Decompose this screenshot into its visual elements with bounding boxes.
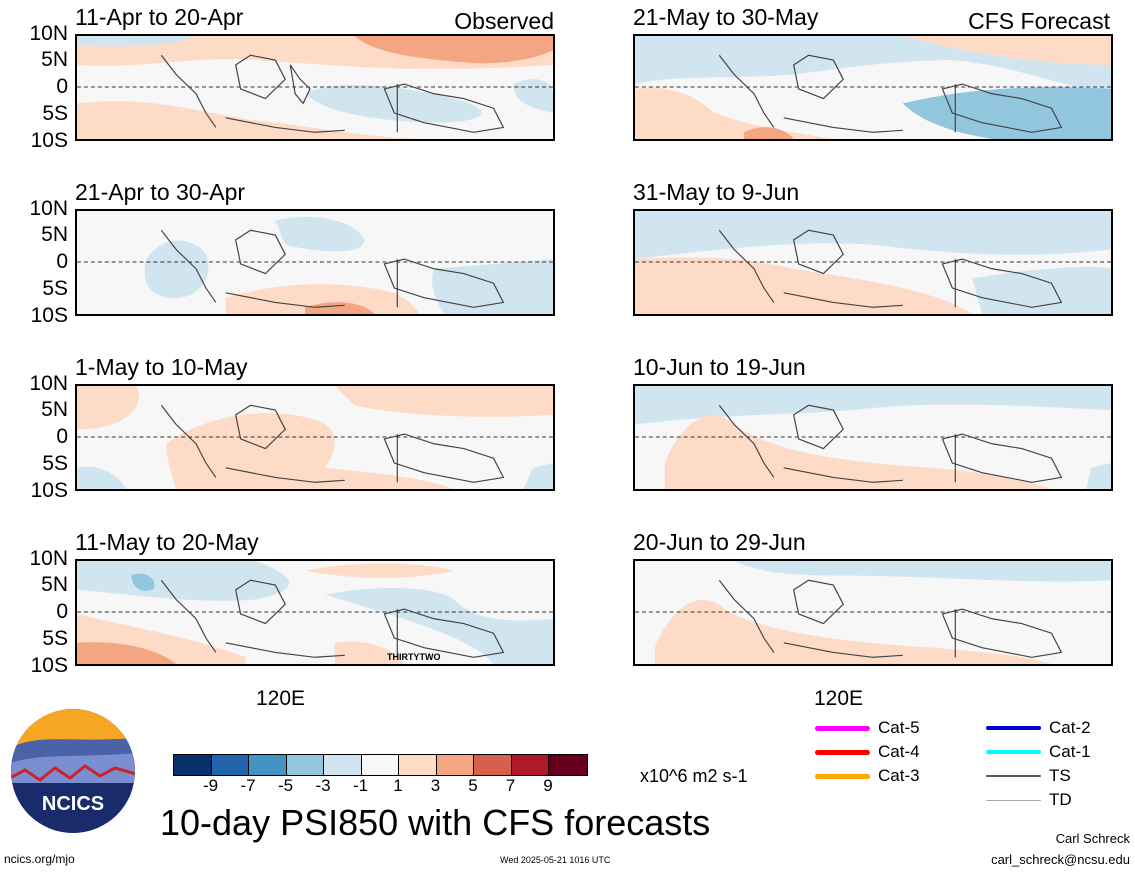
y-axis-label: 10S bbox=[30, 304, 68, 327]
map-panel-fcst-4 bbox=[633, 559, 1113, 666]
colorbar-tick-label: -9 bbox=[202, 776, 219, 795]
y-axis-label: 5S bbox=[42, 627, 68, 650]
map-panel-obs-3 bbox=[75, 384, 555, 491]
y-axis-label: 10S bbox=[30, 129, 68, 152]
map-panel-fcst-1 bbox=[633, 34, 1113, 141]
storm-legend-item: TS bbox=[986, 766, 1071, 786]
colorbar-swatch bbox=[474, 755, 512, 775]
colorbar-swatch bbox=[324, 755, 362, 775]
map-panel-obs-4: THIRTYTWO bbox=[75, 559, 555, 666]
map-panel-obs-2 bbox=[75, 209, 555, 316]
storm-legend-label: Cat-2 bbox=[1049, 718, 1091, 737]
colorbar-tick-label: -3 bbox=[315, 776, 331, 795]
y-axis-label: 10S bbox=[30, 654, 68, 677]
colorbar bbox=[173, 754, 588, 776]
y-axis-label: 0 bbox=[56, 75, 68, 98]
cfs-forecast-label: CFS Forecast bbox=[968, 8, 1110, 34]
storm-legend-label: Cat-3 bbox=[878, 766, 920, 785]
storm-legend-label: TD bbox=[1049, 790, 1072, 809]
colorbar-swatch bbox=[399, 755, 437, 775]
colorbar-swatch bbox=[511, 755, 549, 775]
storm-legend-label: TS bbox=[1049, 766, 1071, 785]
storm-legend-line bbox=[815, 773, 870, 779]
storm-legend-line bbox=[986, 750, 1041, 754]
panel-title-obs-3: 1-May to 10-May bbox=[75, 354, 248, 380]
y-axis-label: 10N bbox=[29, 22, 68, 45]
y-axis-label: 5N bbox=[41, 398, 68, 421]
storm-legend-line bbox=[815, 725, 870, 731]
panel-title-obs-4: 11-May to 20-May bbox=[75, 529, 259, 555]
y-axis-label: 10S bbox=[30, 479, 68, 502]
colorbar-tick-label: 9 bbox=[543, 776, 553, 795]
storm-legend-line bbox=[986, 799, 1041, 801]
panel-title-fcst-2: 31-May to 9-Jun bbox=[633, 179, 800, 205]
storm-legend-line bbox=[815, 749, 870, 755]
main-title: 10-day PSI850 with CFS forecasts bbox=[160, 802, 711, 843]
colorbar-tick-label: -7 bbox=[240, 776, 256, 795]
ncics-logo: NCICS bbox=[11, 709, 135, 833]
map-panel-obs-1 bbox=[75, 34, 555, 141]
colorbar-swatch bbox=[211, 755, 249, 775]
x-axis-label-left: 120E bbox=[256, 687, 306, 710]
storm-legend-item: Cat-2 bbox=[986, 718, 1091, 738]
footer-author: Carl Schreck bbox=[1055, 831, 1130, 846]
y-axis-label: 10N bbox=[29, 547, 68, 570]
y-axis-label: 0 bbox=[56, 250, 68, 273]
y-axis-label: 5S bbox=[42, 277, 68, 300]
colorbar-tick-label: 7 bbox=[505, 776, 516, 795]
colorbar-swatch bbox=[436, 755, 474, 775]
storm-legend-line bbox=[986, 775, 1041, 777]
panel-title-fcst-3: 10-Jun to 19-Jun bbox=[633, 354, 806, 380]
y-axis-label: 5S bbox=[42, 452, 68, 475]
colorbar-swatch bbox=[361, 755, 399, 775]
colorbar-swatch bbox=[286, 755, 324, 775]
footer-email[interactable]: carl_schreck@ncsu.edu bbox=[991, 852, 1130, 867]
storm-legend-label: Cat-4 bbox=[878, 742, 920, 761]
x-axis-label-right: 120E bbox=[814, 687, 864, 710]
storm-annotation: THIRTYTWO bbox=[387, 652, 441, 662]
y-axis-label: 5N bbox=[41, 48, 68, 71]
logo-text: NCICS bbox=[42, 793, 104, 815]
storm-legend-label: Cat-1 bbox=[1049, 742, 1091, 761]
storm-legend-item: TD bbox=[986, 790, 1072, 810]
storm-legend-label: Cat-5 bbox=[878, 718, 920, 737]
observed-label: Observed bbox=[454, 8, 554, 34]
colorbar-swatch bbox=[549, 755, 587, 775]
y-axis-label: 10N bbox=[29, 197, 68, 220]
colorbar-swatch bbox=[249, 755, 287, 775]
panel-title-obs-1: 11-Apr to 20-Apr bbox=[75, 4, 244, 30]
map-panel-fcst-2 bbox=[633, 209, 1113, 316]
colorbar-tick-label: -1 bbox=[352, 776, 369, 795]
colorbar-tick-label: -5 bbox=[277, 776, 294, 795]
y-axis-label: 0 bbox=[56, 600, 68, 623]
colorbar-tick-label: 1 bbox=[393, 776, 403, 795]
colorbar-tick-label: 3 bbox=[430, 776, 441, 795]
storm-legend-item: Cat-1 bbox=[986, 742, 1091, 762]
storm-legend-line bbox=[986, 726, 1041, 730]
y-axis-label: 5N bbox=[41, 223, 68, 246]
footer-timestamp: Wed 2025-05-21 1016 UTC bbox=[500, 855, 611, 865]
panel-title-obs-2: 21-Apr to 30-Apr bbox=[75, 179, 246, 205]
panel-title-fcst-4: 20-Jun to 29-Jun bbox=[633, 529, 806, 555]
storm-legend-item: Cat-3 bbox=[815, 766, 920, 786]
map-panel-fcst-3 bbox=[633, 384, 1113, 491]
y-axis-label: 10N bbox=[29, 372, 68, 395]
footer-url[interactable]: ncics.org/mjo bbox=[4, 852, 75, 866]
panel-title-fcst-1: 21-May to 30-May bbox=[633, 4, 819, 30]
storm-legend-item: Cat-5 bbox=[815, 718, 920, 738]
y-axis-label: 0 bbox=[56, 425, 68, 448]
y-axis-label: 5N bbox=[41, 573, 68, 596]
colorbar-units: x10^6 m2 s-1 bbox=[640, 766, 748, 786]
colorbar-swatch bbox=[174, 755, 212, 775]
storm-legend-item: Cat-4 bbox=[815, 742, 920, 762]
y-axis-label: 5S bbox=[42, 102, 68, 125]
colorbar-tick-label: 5 bbox=[468, 776, 478, 795]
